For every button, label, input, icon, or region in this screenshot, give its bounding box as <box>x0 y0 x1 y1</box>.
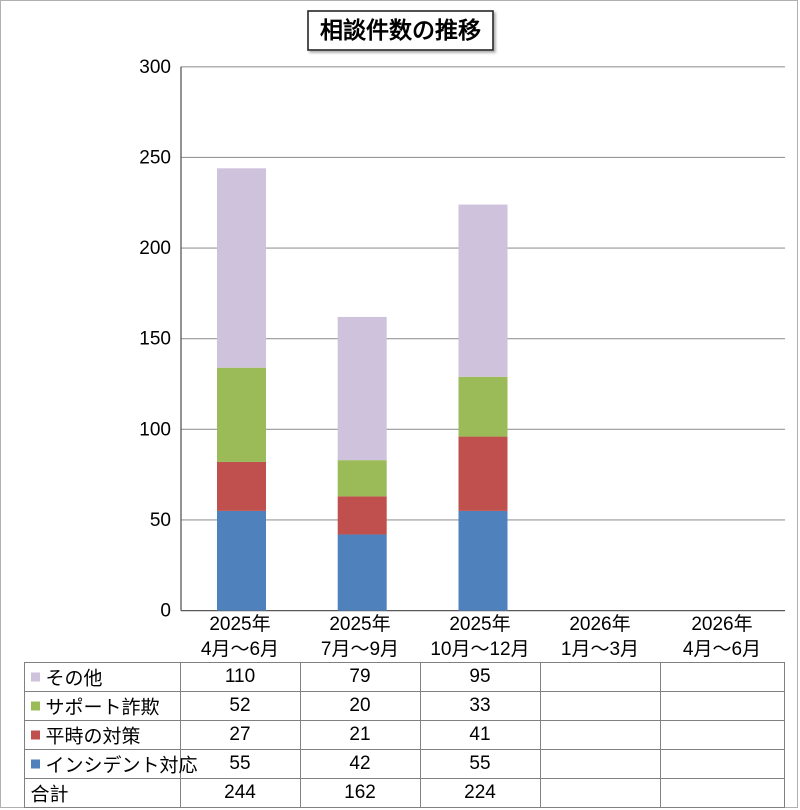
svg-text:300: 300 <box>139 57 171 78</box>
svg-text:200: 200 <box>139 238 171 259</box>
svg-text:150: 150 <box>139 329 171 350</box>
svg-text:100: 100 <box>139 419 171 440</box>
svg-text:相談件数の推移: 相談件数の推移 <box>320 17 481 43</box>
svg-text:250: 250 <box>139 147 171 168</box>
svg-text:50: 50 <box>150 510 171 531</box>
